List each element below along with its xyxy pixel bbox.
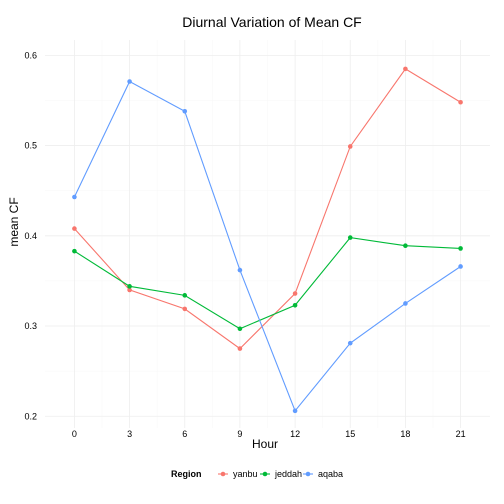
data-point-yanbu — [72, 226, 77, 231]
data-point-yanbu — [237, 346, 243, 351]
y-axis-title: mean CF — [7, 197, 21, 246]
legend-key-point-aqaba — [305, 471, 311, 477]
data-point-jeddah — [72, 248, 77, 254]
data-point-jeddah — [127, 284, 132, 289]
x-tick-label: 0 — [72, 429, 77, 439]
series-line-jeddah — [74, 237, 461, 330]
x-tick-label: 18 — [400, 429, 410, 439]
x-tick-label: 9 — [237, 429, 242, 439]
data-point-jeddah — [458, 246, 463, 251]
y-tick-label: 0.6 — [24, 50, 37, 60]
axes: 0 3 6 9 12 15 18 21 0.2 0.3 0.4 0.5 0.6 — [24, 50, 465, 439]
data-point-yanbu — [458, 99, 463, 105]
data-point-aqaba — [458, 264, 463, 269]
data-point-aqaba — [182, 108, 188, 114]
x-axis-title: Hour — [252, 437, 278, 451]
series-line-aqaba — [73, 80, 461, 412]
data-point-aqaba — [72, 194, 77, 200]
data-point-jeddah — [292, 302, 298, 308]
data-point-aqaba — [237, 267, 243, 273]
x-tick-label: 15 — [345, 429, 355, 439]
legend-label-aqaba: aqaba — [318, 469, 343, 479]
data-point-yanbu — [127, 287, 132, 293]
grid — [45, 40, 490, 428]
x-tick-label: 12 — [290, 429, 300, 439]
data-point-jeddah — [237, 326, 243, 332]
legend-label-yanbu: yanbu — [233, 469, 258, 479]
y-tick-label: 0.5 — [24, 141, 37, 151]
x-tick-label: 6 — [182, 429, 187, 439]
x-tick-label: 3 — [127, 429, 132, 439]
data-point-yanbu — [182, 306, 188, 312]
chart-title: Diurnal Variation of Mean CF — [182, 14, 361, 30]
y-tick-label: 0.2 — [24, 411, 37, 421]
data-point-yanbu — [347, 144, 353, 149]
data-point-aqaba — [127, 79, 132, 84]
data-point-yanbu — [403, 66, 408, 72]
data-point-jeddah — [347, 235, 353, 240]
data-point-aqaba — [347, 340, 353, 346]
y-tick-label: 0.3 — [24, 321, 37, 331]
legend-label-jeddah: jeddah — [274, 469, 302, 479]
data-point-aqaba — [292, 408, 298, 414]
legend: Region yanbu jeddah aqaba — [171, 469, 343, 479]
legend-title: Region — [171, 469, 202, 479]
x-tick-label: 21 — [456, 429, 466, 439]
y-tick-label: 0.4 — [24, 231, 37, 241]
data-point-yanbu — [292, 291, 298, 296]
data-point-jeddah — [403, 243, 408, 249]
data-point-aqaba — [403, 301, 408, 306]
legend-key-point-jeddah — [262, 471, 268, 477]
series-line-yanbu — [74, 68, 461, 350]
series-layer — [72, 66, 463, 414]
legend-key-point-yanbu — [220, 471, 226, 477]
data-point-jeddah — [182, 293, 188, 298]
